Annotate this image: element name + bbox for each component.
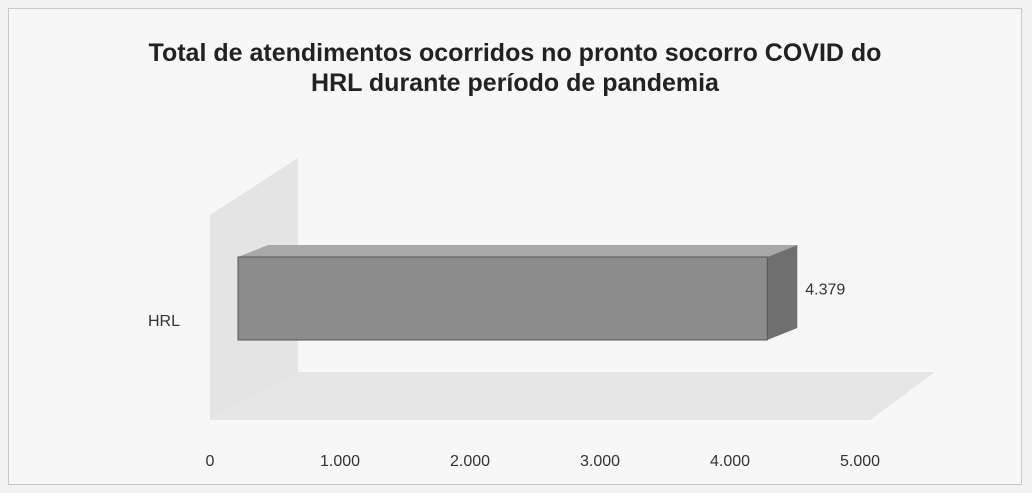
x-tick-label: 3.000 xyxy=(580,453,620,470)
bar xyxy=(237,256,768,341)
x-tick-label: 2.000 xyxy=(450,453,490,470)
chart-title: Total de atendimentos ocorridos no pront… xyxy=(148,39,882,97)
x-tick-label: 0 xyxy=(206,453,215,470)
value-label: 4.379 xyxy=(805,282,845,299)
x-tick-label: 1.000 xyxy=(320,453,360,470)
x-tick-label: 4.000 xyxy=(710,453,750,470)
bar-side xyxy=(767,245,798,340)
y-tick-label: HRL xyxy=(148,313,180,330)
floor xyxy=(210,372,935,420)
x-tick-label: 5.000 xyxy=(840,453,880,470)
bar-top xyxy=(238,245,798,257)
